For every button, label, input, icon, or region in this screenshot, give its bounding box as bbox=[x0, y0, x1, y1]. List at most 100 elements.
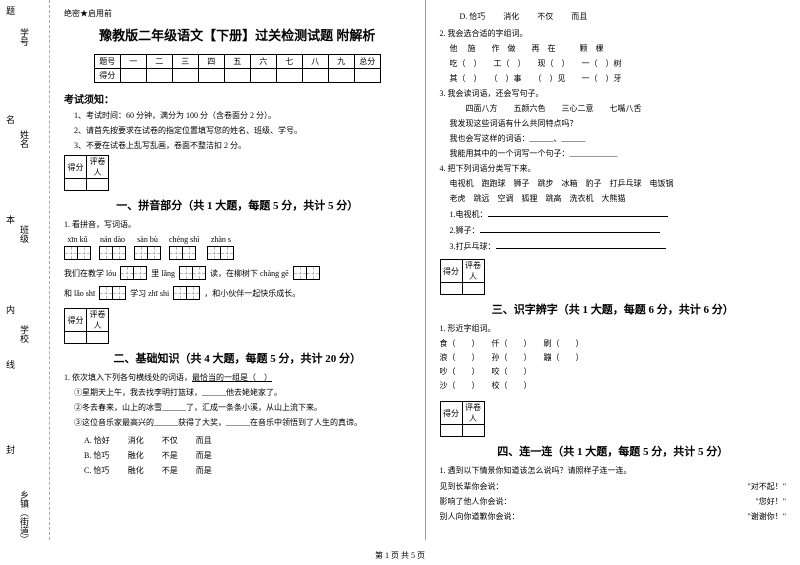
mini-blank[interactable] bbox=[65, 332, 87, 344]
tian-cell[interactable] bbox=[120, 266, 134, 280]
opt: 而是 bbox=[188, 449, 220, 462]
score-blank[interactable] bbox=[224, 69, 250, 83]
side-label: 乡镇（街道） bbox=[18, 490, 31, 540]
q-text: 1. 形近字组词。 bbox=[440, 323, 787, 335]
opt-line: ①星期天上午，我去找李明打篮球，______他去姥姥家了。 bbox=[74, 387, 411, 399]
char-item: 沙（ ） bbox=[440, 380, 492, 391]
char-row: 吵（ ）咬（ ） bbox=[440, 366, 787, 377]
tian-cell[interactable] bbox=[192, 266, 206, 280]
tian-cell[interactable] bbox=[133, 266, 147, 280]
char-item: 浪（ ） bbox=[440, 352, 492, 363]
tian-cell[interactable] bbox=[147, 246, 161, 260]
score-cell: 四 bbox=[198, 55, 224, 69]
score-blank[interactable] bbox=[250, 69, 276, 83]
blank-line[interactable] bbox=[480, 224, 660, 233]
score-cell: 一 bbox=[120, 55, 146, 69]
score-cell: 五 bbox=[224, 55, 250, 69]
mini-cell: 评卷人 bbox=[87, 156, 109, 179]
mini-blank[interactable] bbox=[65, 179, 87, 191]
tian-cell[interactable] bbox=[169, 246, 183, 260]
tian-cell[interactable] bbox=[179, 266, 193, 280]
list-label: 3.打乒乓球： bbox=[450, 242, 496, 251]
mini-blank[interactable] bbox=[87, 179, 109, 191]
char-row: 食（ ）仟（ ）刷（ ） bbox=[440, 338, 787, 349]
score-blank[interactable] bbox=[276, 69, 302, 83]
mini-cell: 得分 bbox=[65, 156, 87, 179]
mini-blank[interactable] bbox=[87, 332, 109, 344]
mini-blank[interactable] bbox=[462, 425, 484, 437]
side-label: 学校 bbox=[18, 325, 31, 343]
match-right: "您好！" bbox=[755, 496, 786, 507]
score-blank[interactable] bbox=[328, 69, 354, 83]
pinyin: chéng shì bbox=[169, 235, 199, 244]
section4-title: 四、连一连（共 1 大题，每题 5 分，共计 5 分） bbox=[440, 443, 787, 459]
mini-score-table: 得分评卷人 bbox=[440, 259, 485, 295]
word-line: 吃（ ） 工（ ） 现（ ） 一（ ）树 bbox=[450, 58, 787, 70]
tian-cell[interactable] bbox=[186, 286, 200, 300]
pinyin-row: xīn kǔ nán dào sàn bù chéng shì zhàn s bbox=[64, 235, 411, 260]
tian-cell[interactable] bbox=[112, 246, 126, 260]
side-label: 班级 bbox=[18, 225, 31, 243]
score-mini-row: 得分评卷人 bbox=[440, 259, 787, 295]
opt: 而且 bbox=[188, 434, 220, 447]
list-item: 3.打乒乓球： bbox=[450, 240, 787, 253]
opt: B. 恰巧 bbox=[76, 449, 118, 462]
content-columns: 绝密★启用前 豫教版二年级语文【下册】过关检测试题 附解析 题号 一 二 三 四… bbox=[50, 0, 800, 540]
options-table: A. 恰好消化不仅而且 B. 恰巧融化不是而是 C. 恰巧融化不是而是 bbox=[74, 432, 222, 479]
side-label: 姓名 bbox=[18, 130, 31, 148]
score-blank[interactable] bbox=[146, 69, 172, 83]
score-cell: 二 bbox=[146, 55, 172, 69]
sent-text: 里 lǎng bbox=[151, 268, 175, 279]
tian-cell[interactable] bbox=[173, 286, 187, 300]
notice-item: 1、考试时间：60 分钟，满分为 100 分（含卷面分 2 分）。 bbox=[74, 110, 411, 121]
q-underline: 最恰当的一组是（ ） bbox=[192, 373, 272, 382]
score-blank[interactable] bbox=[120, 69, 146, 83]
options-table: D. 恰巧消化不仅而且 bbox=[450, 8, 598, 25]
blank-line[interactable] bbox=[496, 240, 666, 249]
paper-title: 豫教版二年级语文【下册】过关检测试题 附解析 bbox=[64, 25, 411, 44]
tian-cell[interactable] bbox=[77, 246, 91, 260]
opt: 而且 bbox=[563, 10, 595, 23]
pinyin-block: sàn bù bbox=[134, 235, 161, 260]
pinyin-block: xīn kǔ bbox=[64, 235, 91, 260]
opt: C. 恰巧 bbox=[76, 464, 118, 477]
tian-cell[interactable] bbox=[99, 286, 113, 300]
tian-cell[interactable] bbox=[293, 266, 307, 280]
match-right: "对不起！" bbox=[747, 481, 786, 492]
idiom-line: 四面八方 五颜六色 三心二意 七嘴八舌 bbox=[450, 103, 787, 115]
score-blank[interactable] bbox=[302, 69, 328, 83]
q-line: 我能用其中的一个词写一个句子：____________ bbox=[450, 148, 787, 160]
side-label: 学号 bbox=[18, 28, 31, 46]
tian-cell[interactable] bbox=[207, 246, 221, 260]
section2-title: 二、基础知识（共 4 大题，每题 5 分，共计 20 分） bbox=[64, 350, 411, 366]
opt-line: ②冬去春来，山上的冰雪______了，汇成一条条小溪，从山上流下来。 bbox=[74, 402, 411, 414]
tian-cell[interactable] bbox=[64, 246, 78, 260]
score-blank[interactable] bbox=[198, 69, 224, 83]
char-item: 吵（ ） bbox=[440, 366, 492, 377]
blank-line[interactable] bbox=[488, 208, 668, 217]
tian-cell[interactable] bbox=[112, 286, 126, 300]
tian-cell[interactable] bbox=[99, 246, 113, 260]
opt: 而是 bbox=[188, 464, 220, 477]
tian-cell[interactable] bbox=[306, 266, 320, 280]
mini-blank[interactable] bbox=[440, 425, 462, 437]
mini-blank[interactable] bbox=[462, 283, 484, 295]
char-row: 沙（ ）校（ ） bbox=[440, 380, 787, 391]
mini-cell: 得分 bbox=[440, 260, 462, 283]
match-right: "谢谢你！" bbox=[747, 511, 786, 522]
secret-label: 绝密★启用前 bbox=[64, 8, 411, 19]
notice-item: 2、请首先按要求在试卷的指定位置填写您的姓名、班级、学号。 bbox=[74, 125, 411, 136]
opt: 消化 bbox=[120, 434, 152, 447]
sent-text: 和 lǎo shī bbox=[64, 288, 95, 299]
tian-cell[interactable] bbox=[134, 246, 148, 260]
score-blank[interactable] bbox=[354, 69, 380, 83]
tian-cell[interactable] bbox=[182, 246, 196, 260]
score-blank[interactable] bbox=[172, 69, 198, 83]
tian-cell[interactable] bbox=[220, 246, 234, 260]
q-text: 4. 把下列词语分类写下来。 bbox=[440, 163, 787, 175]
mini-blank[interactable] bbox=[440, 283, 462, 295]
mini-score-table: 得分评卷人 bbox=[64, 155, 109, 191]
pinyin-block: zhàn s bbox=[207, 235, 234, 260]
q-text: 1. 遇到以下情景你知道该怎么说吗？请照样子连一连。 bbox=[440, 465, 787, 477]
mini-score-table: 得分评卷人 bbox=[64, 308, 109, 344]
